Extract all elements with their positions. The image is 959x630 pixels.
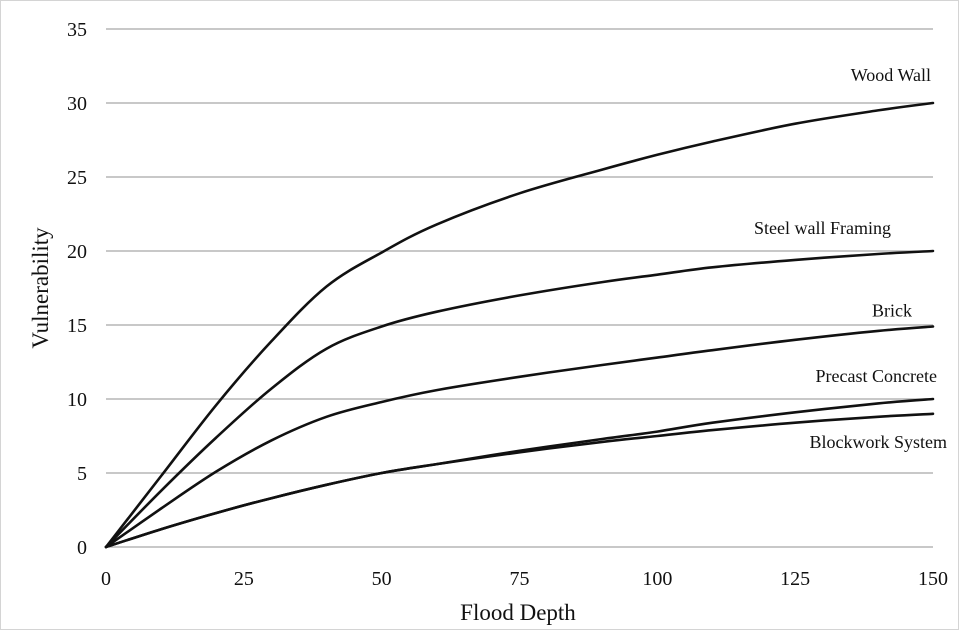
series-label-brick: Brick [872, 300, 912, 320]
x-tick-label-25: 25 [234, 568, 254, 590]
y-tick-label-0: 0 [77, 537, 87, 559]
series-line-steel-wall-framing [104, 249, 935, 549]
y-tick-label-20: 20 [67, 241, 87, 263]
x-tick-label-125: 125 [780, 568, 810, 590]
series-lines [104, 101, 935, 549]
series-line-brick [104, 325, 935, 549]
x-tick-label-0: 0 [101, 568, 111, 590]
series-label-precast-concrete: Precast Concrete [816, 366, 937, 386]
y-tick-label-10: 10 [67, 389, 87, 411]
x-axis-title: Flood Depth [460, 600, 576, 625]
y-tick-labels: 0 5 10 15 20 25 30 35 [67, 19, 87, 559]
grid-lines [106, 28, 933, 548]
y-tick-label-35: 35 [67, 19, 87, 41]
x-tick-labels: 0 25 50 75 100 125 150 [101, 568, 948, 590]
series-label-wood-wall: Wood Wall [851, 65, 931, 85]
y-tick-label-5: 5 [77, 463, 87, 485]
y-tick-label-25: 25 [67, 167, 87, 189]
series-line-blockwork-system [104, 412, 935, 549]
y-axis-title: Vulnerability [28, 227, 53, 349]
x-tick-label-100: 100 [642, 568, 672, 590]
x-tick-label-75: 75 [510, 568, 530, 590]
series-labels: Wood Wall Steel wall Framing Brick Precast … [754, 65, 947, 452]
series-label-blockwork-system: Blockwork System [810, 432, 948, 452]
y-tick-label-30: 30 [67, 93, 87, 115]
x-tick-label-50: 50 [372, 568, 392, 590]
series-label-steel-wall-framing: Steel wall Framing [754, 218, 891, 238]
y-tick-label-15: 15 [67, 315, 87, 337]
series-line-wood-wall [104, 101, 935, 549]
x-tick-label-150: 150 [918, 568, 948, 590]
